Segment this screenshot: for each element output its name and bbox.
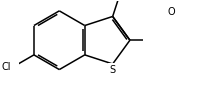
Text: Cl: Cl [2, 62, 11, 72]
Text: S: S [110, 65, 116, 75]
Text: O: O [168, 8, 176, 18]
